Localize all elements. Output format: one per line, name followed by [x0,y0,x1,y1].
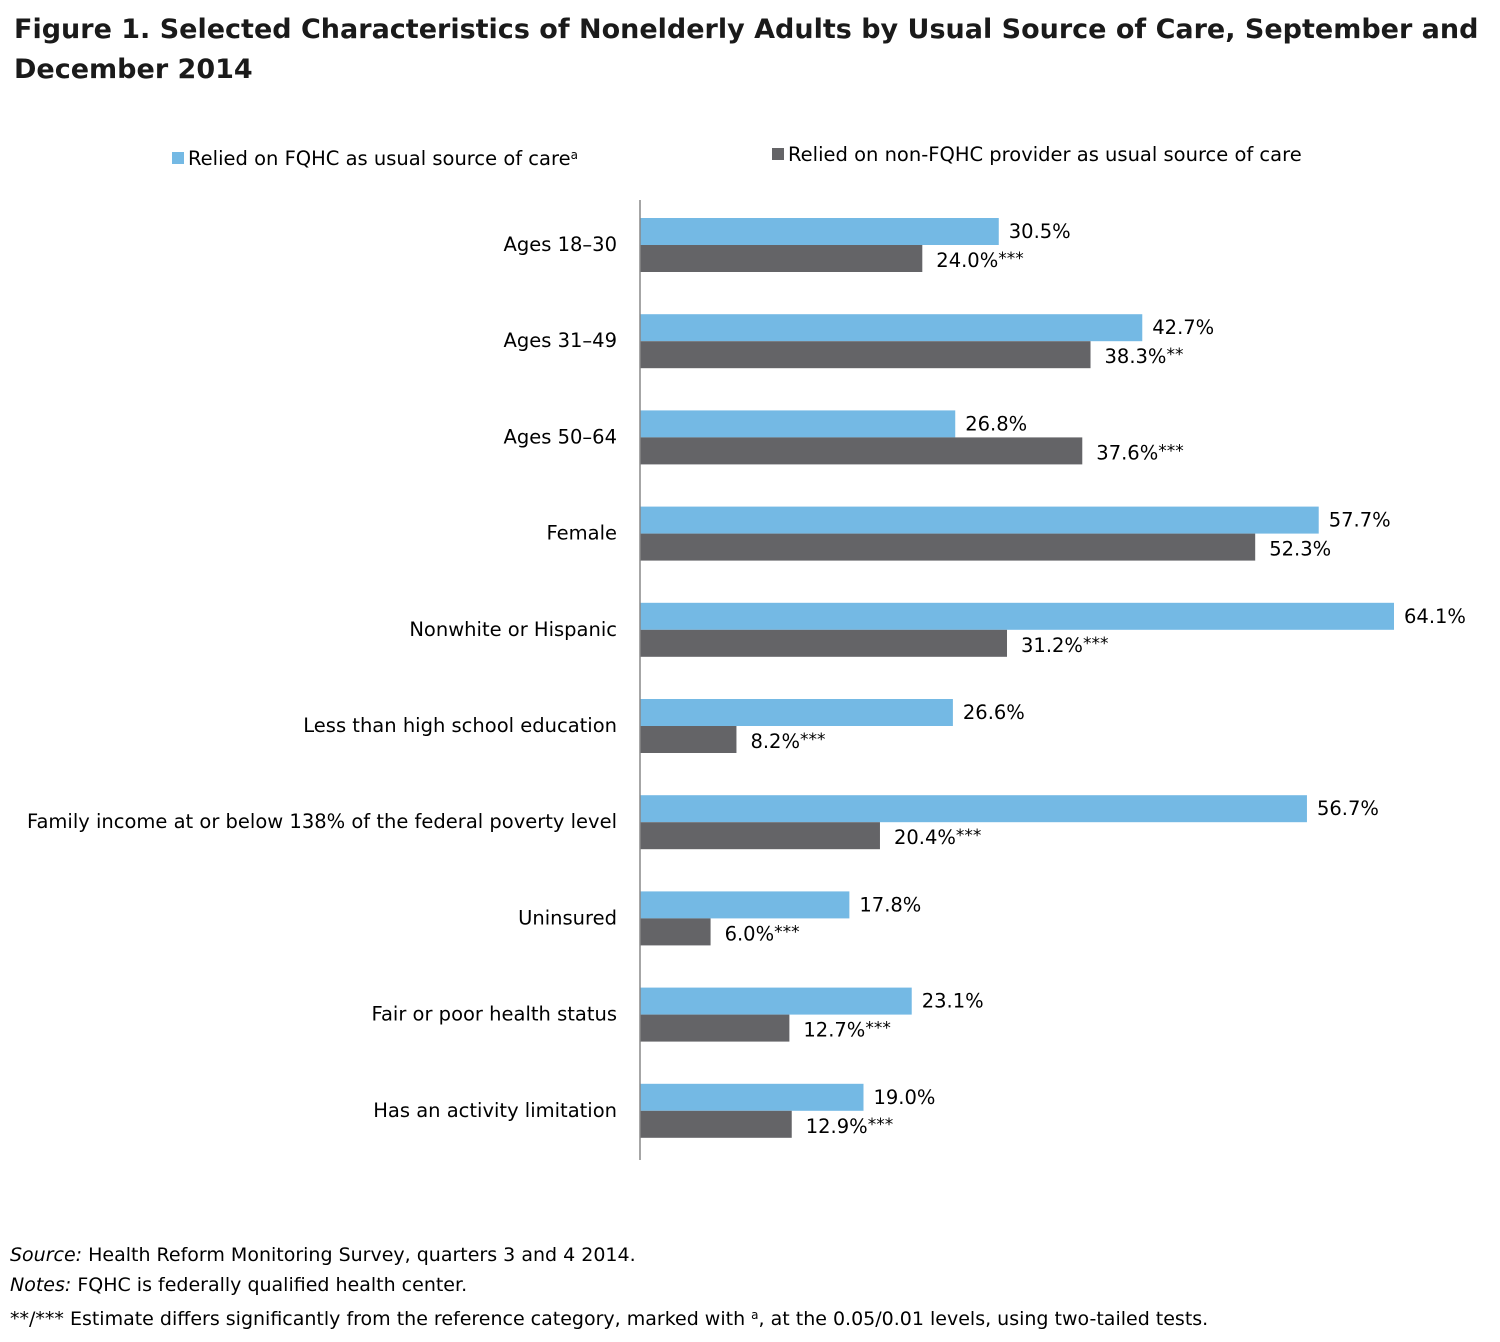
bar-non-fqhc [640,437,1083,465]
data-label-fqhc: 26.8% [965,412,1027,435]
data-label-non-fqhc: 20.4%*** [894,826,981,849]
category-label: Has an activity limitation [373,1099,617,1122]
data-label-non-fqhc: 37.6%*** [1096,441,1183,464]
data-label-fqhc: 57.7% [1329,509,1391,532]
data-label-fqhc: 56.7% [1317,797,1379,820]
significance-marker: *** [868,1115,894,1135]
data-label-non-fqhc: 12.9%*** [806,1115,893,1138]
category-label: Ages 18–30 [504,233,617,256]
legend-item-fqhc: Relied on FQHC as usual source of carea [172,141,578,173]
data-label-non-fqhc: 24.0%*** [936,249,1023,272]
data-label-fqhc: 30.5% [1009,220,1071,243]
bar-fqhc [640,314,1143,342]
data-label-fqhc: 19.0% [873,1086,935,1109]
significance-marker: *** [998,249,1024,269]
significance-suffix: , at the 0.05/0.01 levels, using two-tai… [758,1308,1209,1330]
bar-fqhc [640,795,1307,823]
data-label-fqhc: 42.7% [1152,316,1214,339]
data-label-non-fqhc: 6.0%*** [725,922,800,945]
category-label: Ages 50–64 [504,425,617,448]
legend-swatch-non-fqhc [772,148,784,160]
notes-label: Notes: [10,1274,72,1296]
bar-fqhc [640,1083,864,1111]
category-label: Uninsured [518,906,617,929]
data-label-non-fqhc: 12.7%*** [803,1019,890,1042]
significance-marker: *** [800,730,826,750]
legend-swatch-fqhc [172,152,184,164]
category-label: Fair or poor health status [372,1003,617,1026]
bar-non-fqhc [640,1110,792,1138]
chart-title: Figure 1. Selected Characteristics of No… [14,14,1479,85]
category-label: Nonwhite or Hispanic [409,618,617,641]
category-label: Ages 31–49 [504,329,617,352]
significance-marker: *** [774,922,800,942]
bar-non-fqhc [640,1014,790,1042]
data-label-non-fqhc: 31.2%*** [1021,634,1108,657]
bar-non-fqhc [640,822,880,850]
bar-fqhc [640,987,912,1015]
bar-chart: Ages 18–30 30.5% 24.0%*** Ages 31–49 42.7% 38… [27,200,1466,1160]
source-note: Source: Health Reform Monitoring Survey,… [10,1240,1208,1270]
data-label-non-fqhc: 52.3% [1269,538,1331,561]
data-label-non-fqhc: 38.3%** [1105,345,1184,368]
notes-text: FQHC is federally qualified health cente… [71,1274,468,1296]
significance-marker: *** [1158,441,1184,461]
bar-fqhc [640,218,999,245]
significance-marker: ** [1166,345,1183,365]
notes-line: Notes: FQHC is federally qualified healt… [10,1270,1208,1300]
significance-prefix: **/*** Estimate differs significantly fr… [10,1308,752,1330]
bar-non-fqhc [640,341,1091,369]
bar-fqhc [640,506,1319,534]
bar-non-fqhc [640,533,1256,561]
bar-fqhc [640,602,1394,630]
significance-marker: *** [956,826,982,846]
category-label: Female [546,522,617,545]
figure-notes: Source: Health Reform Monitoring Survey,… [10,1240,1208,1334]
bar-non-fqhc [640,726,737,753]
source-label: Source: [10,1244,83,1266]
legend-superscript: a [570,148,578,162]
source-text: Health Reform Monitoring Survey, quarter… [82,1244,636,1266]
bar-fqhc [640,410,956,438]
data-label-fqhc: 26.6% [963,701,1025,724]
legend-label-non-fqhc: Relied on non-FQHC provider as usual sou… [788,143,1302,166]
data-label-non-fqhc: 8.2%*** [750,730,825,753]
bar-non-fqhc [640,629,1008,657]
legend-item-non-fqhc: Relied on non-FQHC provider as usual sou… [772,141,1302,169]
bar-non-fqhc [640,918,711,946]
data-label-fqhc: 64.1% [1404,605,1466,628]
data-label-fqhc: 23.1% [922,990,984,1013]
bar-non-fqhc [640,245,923,272]
significance-marker: *** [1083,634,1109,654]
significance-marker: *** [865,1019,891,1039]
legend-label-fqhc: Relied on FQHC as usual source of care [188,147,571,170]
category-label: Less than high school education [303,714,617,737]
data-label-fqhc: 17.8% [859,893,921,916]
category-label: Family income at or below 138% of the fe… [27,810,617,833]
significance-note: **/*** Estimate differs significantly fr… [10,1300,1208,1334]
bar-fqhc [640,891,850,919]
significance-superscript: a [751,1308,759,1322]
bar-fqhc [640,699,953,726]
